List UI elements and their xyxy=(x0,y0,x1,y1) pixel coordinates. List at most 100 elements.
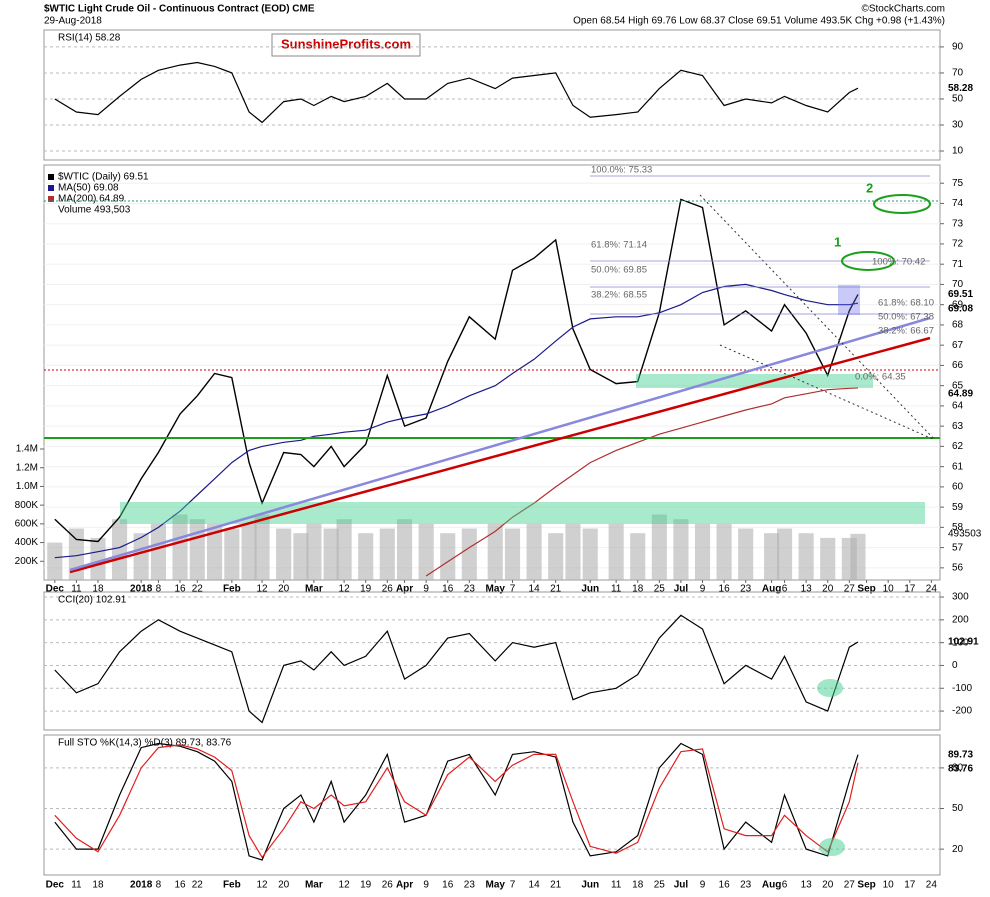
x-tick-label: 14 xyxy=(529,880,541,891)
volume-bar xyxy=(694,523,711,580)
volume-bar xyxy=(526,523,542,580)
volume-bar xyxy=(379,528,395,580)
x-tick-label: Feb xyxy=(223,880,241,891)
y-tick-label: 80 xyxy=(952,763,964,774)
x-tick-label: Feb xyxy=(223,584,241,595)
fib-label: 50.0%: 67.38 xyxy=(878,312,934,323)
x-tick-label: 21 xyxy=(550,584,562,595)
x-tick-label: 11 xyxy=(611,880,622,891)
trend-line xyxy=(699,194,936,441)
credit: ©StockCharts.com xyxy=(861,4,945,15)
x-tick-label: 14 xyxy=(529,584,541,595)
v-tick-label: 600K xyxy=(15,518,39,529)
x-tick-label: 7 xyxy=(510,584,516,595)
x-tick-label: 23 xyxy=(740,584,752,595)
target-label: 2 xyxy=(866,180,873,195)
y-tick-label: -200 xyxy=(952,706,972,717)
volume-bar xyxy=(798,533,814,580)
x-tick-label: 16 xyxy=(719,584,731,595)
x-tick-label: 27 xyxy=(844,584,856,595)
x-tick-label: 25 xyxy=(654,584,666,595)
fib-label: 100.0%: 75.33 xyxy=(591,165,652,176)
x-tick-label: 16 xyxy=(442,880,454,891)
volume-bar xyxy=(207,523,223,580)
x-tick-label: May xyxy=(486,584,506,595)
y-tick-label: 69 xyxy=(952,299,964,310)
y-tick-label: 68 xyxy=(952,320,964,331)
x-tick-label: 17 xyxy=(904,880,916,891)
fib-label: 38.2%: 66.67 xyxy=(878,326,934,337)
volume-bar xyxy=(582,528,598,580)
header-title: $WTIC Light Crude Oil - Continuous Contr… xyxy=(44,4,315,15)
panel xyxy=(43,29,941,161)
x-tick-label: 2018 xyxy=(130,584,153,595)
v-tick-label: 400K xyxy=(15,537,39,548)
volume-bar xyxy=(293,533,309,580)
volume-bar xyxy=(172,514,188,580)
x-tick-label: 11 xyxy=(611,584,622,595)
y-tick-label: 90 xyxy=(952,42,964,53)
x-tick-label: 17 xyxy=(904,584,916,595)
volume-bar xyxy=(358,533,374,580)
x-tick-label: 18 xyxy=(92,584,104,595)
panel xyxy=(43,591,941,731)
x-tick-label: Sep xyxy=(857,584,875,595)
x-tick-label: 25 xyxy=(654,880,666,891)
fib-label: 0.0%: 64.35 xyxy=(855,372,906,383)
x-tick-label: 26 xyxy=(382,584,394,595)
y-tick-label: 50 xyxy=(952,803,964,814)
volume-bar xyxy=(565,523,581,580)
x-tick-label: 23 xyxy=(740,880,752,891)
series-line xyxy=(54,742,859,861)
x-tick-label: 19 xyxy=(360,880,372,891)
v-tick-label: 1.4M xyxy=(16,444,38,455)
last-value: 83.76 xyxy=(948,763,973,774)
volume-bar xyxy=(112,519,128,580)
x-tick-label: 26 xyxy=(382,880,394,891)
y-tick-label: 20 xyxy=(952,844,964,855)
y-tick-label: 66 xyxy=(952,360,964,371)
x-tick-label: 20 xyxy=(822,880,834,891)
target-ellipse xyxy=(841,251,895,271)
volume-bar xyxy=(850,533,866,580)
x-tick-label: Jul xyxy=(674,584,689,595)
legend-swatch xyxy=(48,185,54,191)
x-tick-label: Sep xyxy=(857,880,875,891)
signal-ellipse xyxy=(819,838,845,856)
volume-bar xyxy=(189,519,205,580)
x-tick-label: 7 xyxy=(510,880,516,891)
x-tick-label: 18 xyxy=(632,880,644,891)
y-tick-label: 30 xyxy=(952,120,964,131)
y-tick-label: 50 xyxy=(952,94,964,105)
x-tick-label: Mar xyxy=(305,880,323,891)
last-value: 102.91 xyxy=(948,637,979,648)
y-tick-label: 56 xyxy=(952,562,964,573)
x-tick-label: Mar xyxy=(305,584,323,595)
fib-label: 100%: 70.42 xyxy=(872,257,925,268)
x-tick-label: 9 xyxy=(423,880,429,891)
volume-bar xyxy=(397,519,413,580)
x-tick-label: 9 xyxy=(700,880,706,891)
header-quote: Open 68.54 High 69.76 Low 68.37 Close 69… xyxy=(573,16,945,27)
x-tick-label: 19 xyxy=(360,584,372,595)
series-line xyxy=(54,614,859,724)
y-tick-label: 64 xyxy=(952,401,964,412)
y-tick-label: 67 xyxy=(952,340,964,351)
volume-bar xyxy=(738,528,754,580)
y-tick-label: 75 xyxy=(952,178,964,189)
y-tick-label: 65 xyxy=(952,380,964,391)
y-tick-label: 74 xyxy=(952,198,964,209)
y-tick-label: 10 xyxy=(952,146,964,157)
series-line xyxy=(54,744,859,859)
y-tick-label: 70 xyxy=(952,279,964,290)
x-tick-label: 12 xyxy=(257,584,269,595)
y-tick-label: 57 xyxy=(952,542,964,553)
x-tick-label: 6 xyxy=(782,880,788,891)
legend-label: $WTIC (Daily) 69.51 xyxy=(58,172,149,183)
volume-bar xyxy=(241,523,257,580)
x-tick-label: 27 xyxy=(844,880,856,891)
x-tick-label: Aug xyxy=(762,880,781,891)
x-tick-label: 12 xyxy=(339,880,351,891)
volume-bar xyxy=(716,523,732,580)
